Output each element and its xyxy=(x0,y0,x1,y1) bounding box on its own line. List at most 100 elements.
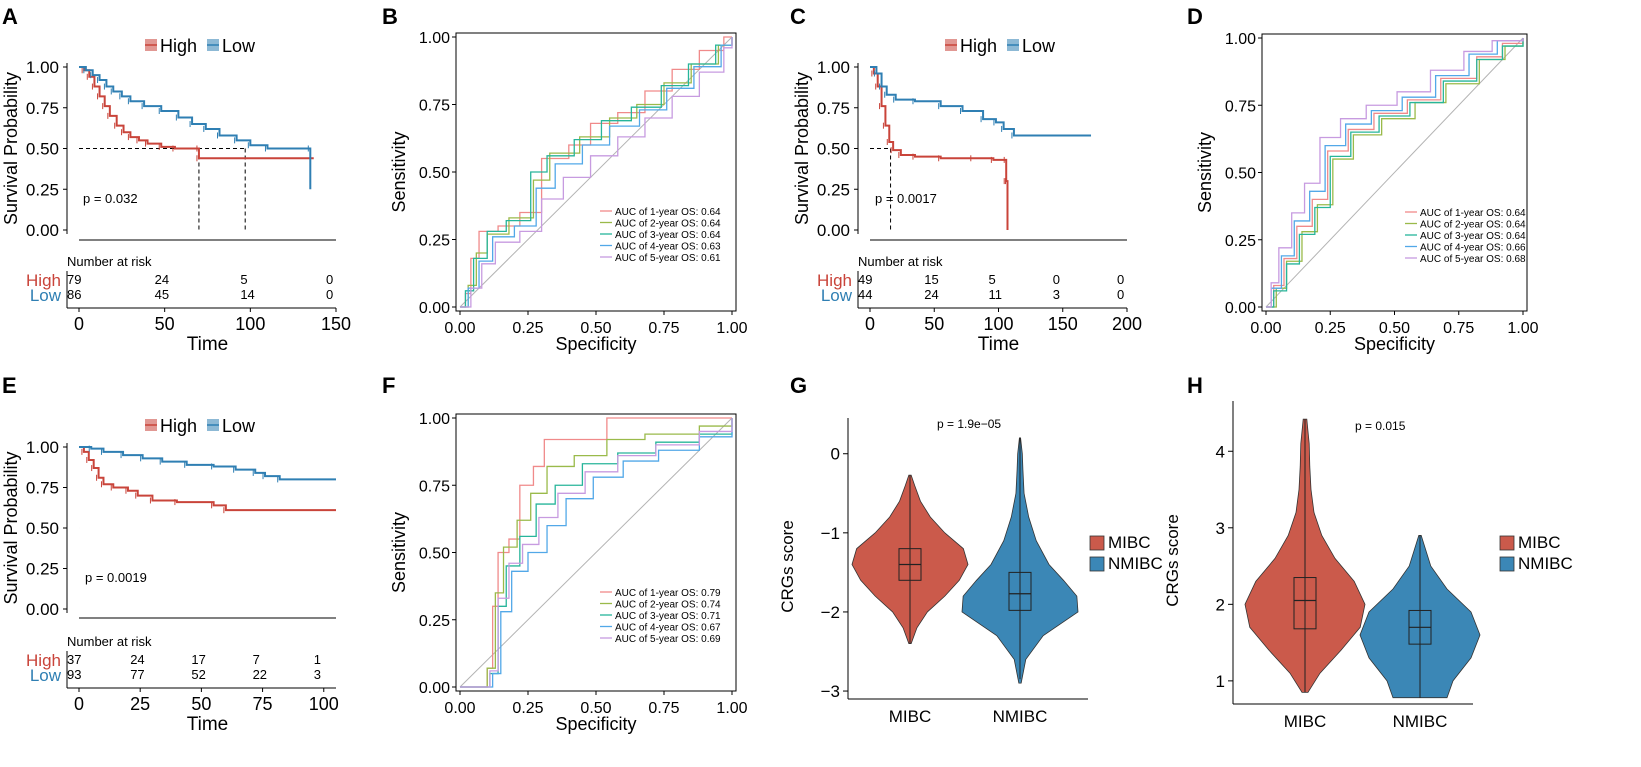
risk-value: 7 xyxy=(253,652,260,667)
roc-legend-label: AUC of 2-year OS: 0.74 xyxy=(615,600,721,611)
risk-value: 52 xyxy=(191,667,205,682)
y-axis-label: Survival Probability xyxy=(792,72,812,225)
roc-curve-1 xyxy=(460,417,732,688)
panel-letter: C xyxy=(790,4,806,29)
risk-value: 24 xyxy=(130,652,144,667)
y-tick-label: 0.50 xyxy=(419,165,450,182)
y-tick-label: 0.50 xyxy=(817,140,850,159)
risk-value: 0 xyxy=(326,272,333,287)
y-tick-label: 0.00 xyxy=(26,600,59,619)
km-curve-low xyxy=(79,446,336,481)
y-tick-label: 0.00 xyxy=(26,221,59,240)
roc-legend-label: AUC of 3-year OS: 0.64 xyxy=(1420,231,1526,242)
x-axis-label: Time xyxy=(187,714,229,735)
x-tick-label: 0.75 xyxy=(1443,320,1474,337)
y-tick-label: 1.00 xyxy=(26,58,59,77)
roc-legend-label: AUC of 4-year OS: 0.63 xyxy=(615,242,721,253)
y-axis-label: Survival Probability xyxy=(1,72,21,225)
y-tick-label: 0.75 xyxy=(1225,98,1256,115)
panel-letter: E xyxy=(2,373,17,398)
x-tick-label: 50 xyxy=(924,314,944,334)
risk-value: 77 xyxy=(130,667,144,682)
risk-value: 11 xyxy=(989,287,1003,302)
y-axis-label: Sensitivity xyxy=(389,131,409,212)
y-axis-label: Survival Probability xyxy=(1,451,21,604)
x-tick-label: 0.50 xyxy=(580,320,611,337)
y-tick-label: 0.50 xyxy=(1225,166,1256,183)
risk-value: 14 xyxy=(240,287,254,302)
x-tick-label: 0.00 xyxy=(1250,320,1281,337)
risk-row-label: Low xyxy=(821,286,853,305)
roc-curve-5 xyxy=(1266,38,1524,308)
risk-value: 5 xyxy=(240,272,247,287)
legend-label: MIBC xyxy=(1108,533,1151,552)
y-tick-label: 0.75 xyxy=(419,98,450,115)
y-tick-label: 0.25 xyxy=(817,180,850,199)
y-tick-label: 0.00 xyxy=(419,680,450,697)
risk-row-label: High xyxy=(817,271,852,290)
risk-value: 5 xyxy=(989,272,996,287)
roc-legend-label: AUC of 5-year OS: 0.68 xyxy=(1420,254,1526,265)
x-tick-label: NMIBC xyxy=(993,707,1048,726)
p-value: p = 0.0019 xyxy=(85,570,147,585)
roc-legend-label: AUC of 5-year OS: 0.69 xyxy=(615,634,721,645)
x-tick-label: 0.25 xyxy=(512,700,543,717)
y-axis-label: Sensitivity xyxy=(1195,132,1215,213)
y-tick-label: 0.50 xyxy=(26,140,59,159)
x-tick-label: 0.00 xyxy=(444,320,475,337)
legend-label: High xyxy=(160,36,197,56)
x-tick-label: 0 xyxy=(74,314,84,334)
risk-value: 37 xyxy=(67,652,81,667)
roc-curve-5 xyxy=(460,418,733,688)
roc-legend-label: AUC of 4-year OS: 0.67 xyxy=(615,623,721,634)
y-tick-label: 0 xyxy=(831,445,840,464)
legend-label: Low xyxy=(222,36,256,56)
y-tick-label: 1.00 xyxy=(26,438,59,457)
y-tick-label: 0.75 xyxy=(26,99,59,118)
x-axis-label: Time xyxy=(978,334,1020,355)
roc-curve-5 xyxy=(460,37,733,308)
risk-value: 24 xyxy=(924,287,938,302)
box xyxy=(1293,577,1317,630)
x-tick-label: 100 xyxy=(983,314,1013,334)
x-axis-label: Specificity xyxy=(555,714,636,734)
x-tick-label: 0.25 xyxy=(1315,320,1346,337)
km-curve-low xyxy=(870,66,1092,137)
roc-legend-label: AUC of 5-year OS: 0.61 xyxy=(615,253,721,264)
y-tick-label: 1.00 xyxy=(1225,31,1256,48)
y-tick-label: 0.25 xyxy=(1225,233,1256,250)
y-tick-label: 0.75 xyxy=(817,99,850,118)
p-value: p = 0.032 xyxy=(83,191,138,206)
y-tick-label: 0.25 xyxy=(26,560,59,579)
x-tick-label: 50 xyxy=(191,694,211,714)
risk-value: 93 xyxy=(67,667,81,682)
y-tick-label: 0.25 xyxy=(26,180,59,199)
x-tick-label: NMIBC xyxy=(1393,712,1448,731)
y-tick-label: 0.75 xyxy=(26,479,59,498)
x-tick-label: 0.75 xyxy=(648,320,679,337)
p-value: p = 0.015 xyxy=(1355,419,1406,433)
risk-value: 49 xyxy=(858,272,872,287)
y-tick-label: 1 xyxy=(1216,672,1225,691)
roc-curve-3 xyxy=(1266,38,1524,308)
roc-diagonal xyxy=(1265,37,1524,308)
roc-curve-2 xyxy=(460,418,733,688)
roc-legend-label: AUC of 2-year OS: 0.64 xyxy=(1420,220,1526,231)
roc-legend-label: AUC of 3-year OS: 0.71 xyxy=(615,611,721,622)
x-tick-label: 200 xyxy=(1112,314,1142,334)
legend-key-mibc xyxy=(1089,535,1105,551)
x-axis-label: Specificity xyxy=(555,334,636,354)
y-axis-label: Sensitivity xyxy=(389,512,409,593)
legend-key-nmibc xyxy=(1499,556,1515,572)
panel-letter: B xyxy=(382,4,398,29)
x-tick-label: 0.50 xyxy=(1379,320,1410,337)
risk-table-title: Number at risk xyxy=(67,634,152,649)
legend-label: High xyxy=(160,416,197,436)
risk-table-title: Number at risk xyxy=(858,254,943,269)
km-curve-low xyxy=(79,66,312,190)
risk-row-label: High xyxy=(26,651,61,670)
y-tick-label: 0.50 xyxy=(419,546,450,563)
roc-curve-4 xyxy=(460,37,733,308)
y-tick-label: −2 xyxy=(821,603,840,622)
